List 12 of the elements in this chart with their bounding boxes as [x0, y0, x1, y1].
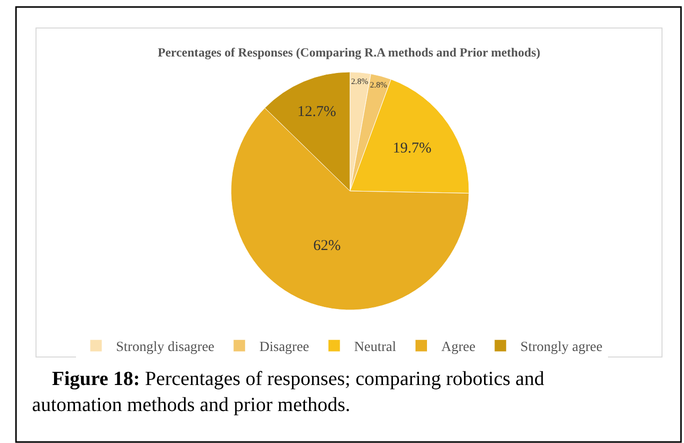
legend-label: Agree: [441, 340, 476, 356]
legend-label: Disagree: [259, 340, 310, 356]
data-label: 2.8%: [370, 80, 388, 90]
legend-label: Neutral: [354, 340, 396, 356]
legend-label: Strongly agree: [520, 340, 602, 356]
caption: Figure 18: Percentages of responses; comparing robotics and automation methods and prior methods.: [32, 368, 544, 416]
legend-label: Strongly disagree: [116, 340, 214, 356]
data-label: 2.8%: [351, 77, 368, 86]
data-label: 19.7%: [392, 140, 432, 156]
data-label: 62%: [313, 238, 341, 254]
data-label: 12.7%: [297, 104, 336, 120]
chart-title: Percentages of Responses (Comparing R.A methods and Prior methods): [158, 45, 540, 60]
